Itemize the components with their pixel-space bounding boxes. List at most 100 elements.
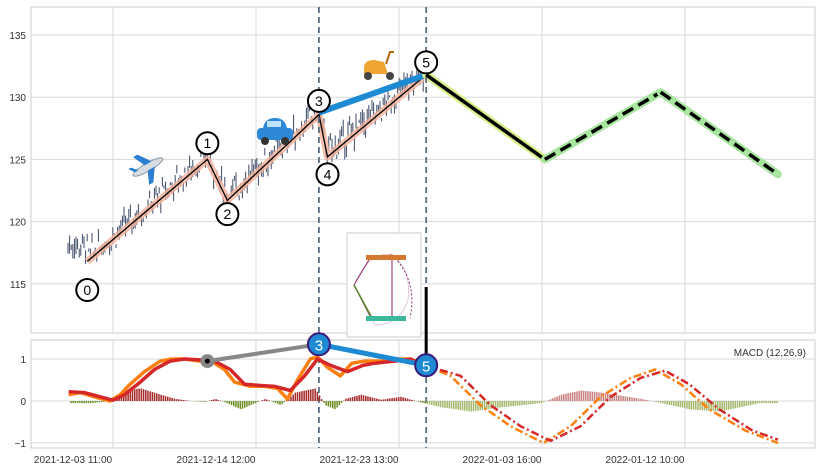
signal-projection-line — [424, 364, 779, 443]
histogram-bar — [530, 401, 532, 405]
histogram-bar — [761, 401, 763, 404]
histogram-bar — [670, 401, 673, 406]
car-icon — [257, 118, 293, 145]
histogram-bar — [327, 401, 330, 407]
histogram-bar — [681, 401, 684, 408]
histogram-bar — [547, 400, 550, 401]
histogram-bar — [593, 391, 596, 401]
macd-projection-line — [424, 364, 779, 445]
histogram-bar — [690, 401, 693, 410]
histogram-bar — [321, 399, 323, 401]
histogram-bar — [92, 401, 94, 403]
histogram-bar — [642, 399, 644, 401]
histogram-bar — [769, 401, 772, 404]
wave-label: 3 — [315, 93, 323, 109]
histogram-bar — [567, 393, 569, 401]
histogram-bar — [640, 398, 642, 401]
histogram-bar — [318, 395, 321, 401]
histogram-bar — [477, 401, 479, 411]
wave-label: 0 — [83, 282, 91, 298]
histogram-bar — [239, 401, 242, 410]
histogram-bar — [283, 401, 286, 403]
histogram-bar — [426, 401, 429, 404]
histogram-bar — [428, 401, 431, 405]
x-tick-label: 2022-01-12 10:00 — [606, 455, 685, 466]
histogram-bar — [404, 398, 407, 401]
histogram-bar — [730, 401, 732, 410]
histogram-bar — [248, 401, 250, 406]
histogram-bar — [127, 390, 129, 401]
histogram-bar — [732, 401, 734, 409]
histogram-bar — [362, 395, 365, 401]
histogram-bar — [202, 401, 204, 402]
histogram-bar — [646, 400, 649, 401]
histogram-bar — [607, 393, 609, 401]
histogram-bar — [468, 401, 470, 412]
histogram-bar — [497, 401, 499, 408]
histogram-bar — [241, 401, 244, 409]
histogram-bar — [233, 401, 235, 407]
histogram-bar — [149, 391, 151, 401]
histogram-bar — [635, 398, 638, 401]
histogram-bar — [376, 398, 378, 401]
y-tick-label: 135 — [9, 31, 26, 42]
histogram-bar — [158, 394, 160, 401]
histogram-bar — [622, 396, 624, 401]
histogram-bar — [171, 397, 173, 401]
histogram-bar — [261, 400, 264, 401]
histogram-bar — [277, 401, 279, 404]
histogram-bar — [153, 392, 156, 401]
histogram-bar — [332, 401, 334, 409]
wave-3-5-connector — [317, 71, 428, 116]
histogram-bar — [591, 391, 594, 401]
histogram-bar — [644, 399, 646, 401]
histogram-bar — [675, 401, 677, 407]
histogram-bar — [391, 398, 393, 401]
macd-wave-marker — [414, 353, 439, 378]
histogram-bar — [510, 401, 512, 407]
histogram-bar — [303, 390, 305, 401]
histogram-bar — [393, 397, 396, 401]
histogram-bar — [604, 393, 607, 401]
wave-label: 4 — [324, 166, 332, 182]
histogram-bar — [459, 401, 462, 410]
histogram-bar — [103, 401, 105, 402]
histogram-bar — [175, 399, 178, 401]
histogram-bar — [758, 401, 761, 404]
histogram-bar — [134, 389, 136, 401]
histogram-bar — [532, 401, 534, 404]
histogram-bar — [98, 401, 101, 403]
histogram-bar — [589, 391, 591, 401]
histogram-bar — [609, 393, 611, 401]
histogram-bar — [516, 401, 519, 406]
histogram-bar — [503, 401, 506, 407]
histogram-bar — [552, 398, 554, 401]
histogram-bar — [310, 389, 312, 401]
macd-connector-grey — [207, 342, 320, 364]
macd-label: MACD (12,26,9) — [734, 348, 806, 359]
histogram-bar — [578, 390, 580, 401]
histogram-bar — [226, 401, 228, 404]
histogram-bar — [299, 391, 301, 401]
histogram-bar — [721, 401, 723, 412]
x-tick-label: 2021-12-03 11:00 — [34, 455, 113, 466]
histogram-bar — [246, 401, 248, 407]
histogram-bar — [659, 401, 662, 403]
histogram-bar — [314, 388, 316, 401]
histogram-bar — [637, 398, 640, 401]
wave-label: 5 — [422, 54, 430, 70]
histogram-bar — [145, 389, 147, 401]
histogram-bar — [541, 401, 543, 403]
histogram-bar — [501, 401, 503, 408]
histogram-bar — [274, 401, 277, 403]
macd-marker-dot — [204, 358, 210, 364]
histogram-bar — [250, 401, 253, 405]
histogram-bar — [736, 401, 739, 408]
histogram-bar — [76, 401, 79, 404]
histogram-bar — [673, 401, 675, 406]
histogram-bar — [140, 388, 143, 401]
histogram-bar — [475, 401, 477, 411]
histogram-bar — [620, 395, 622, 401]
histogram-bar — [74, 401, 77, 404]
histogram-bar — [725, 401, 728, 411]
